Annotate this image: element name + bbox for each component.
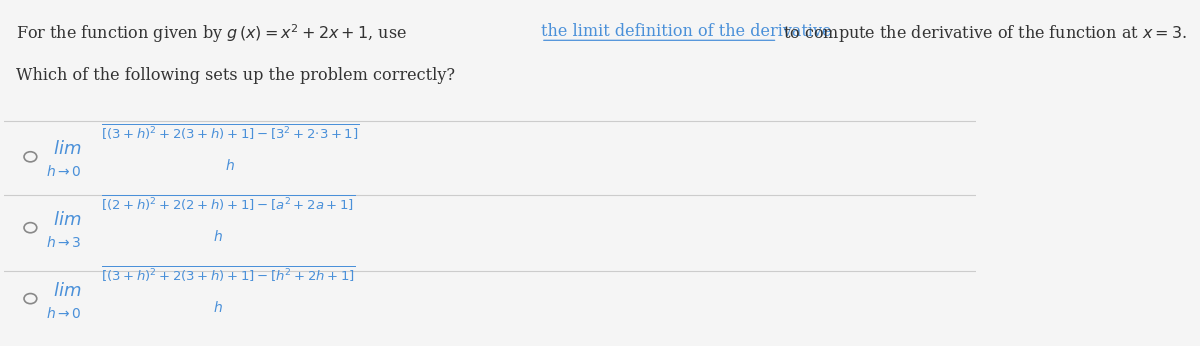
Text: For the function given by $g\,(x) = x^2 + 2x + 1$, use: For the function given by $g\,(x) = x^2 … <box>16 23 408 45</box>
Text: $\mathit{lim}$: $\mathit{lim}$ <box>53 140 82 158</box>
Text: the limit definition of the derivative: the limit definition of the derivative <box>541 23 832 40</box>
Text: $\overline{[(2+h)^2+2(2+h)+1]-[a^2+2a+1]}$: $\overline{[(2+h)^2+2(2+h)+1]-[a^2+2a+1]… <box>101 194 355 213</box>
Text: $\overline{[(3+h)^2+2(3+h)+1]-[h^2+2h+1]}$: $\overline{[(3+h)^2+2(3+h)+1]-[h^2+2h+1]… <box>101 265 356 284</box>
Text: Which of the following sets up the problem correctly?: Which of the following sets up the probl… <box>16 67 455 84</box>
Text: $h \to 3$: $h \to 3$ <box>46 235 82 250</box>
Text: $\mathit{lim}$: $\mathit{lim}$ <box>53 282 82 300</box>
Text: $h$: $h$ <box>224 158 234 173</box>
Text: $h \to 0$: $h \to 0$ <box>46 306 82 321</box>
Text: $h$: $h$ <box>212 300 223 315</box>
Text: $\mathit{lim}$: $\mathit{lim}$ <box>53 211 82 229</box>
Text: $h$: $h$ <box>212 229 223 244</box>
Text: $\overline{[(3+h)^2+2(3+h)+1]-[3^2+2{\cdot}3+1]}$: $\overline{[(3+h)^2+2(3+h)+1]-[3^2+2{\cd… <box>101 124 360 142</box>
Text: to compute the derivative of the function at $x = 3$.: to compute the derivative of the functio… <box>779 23 1188 44</box>
Text: $h \to 0$: $h \to 0$ <box>46 164 82 179</box>
